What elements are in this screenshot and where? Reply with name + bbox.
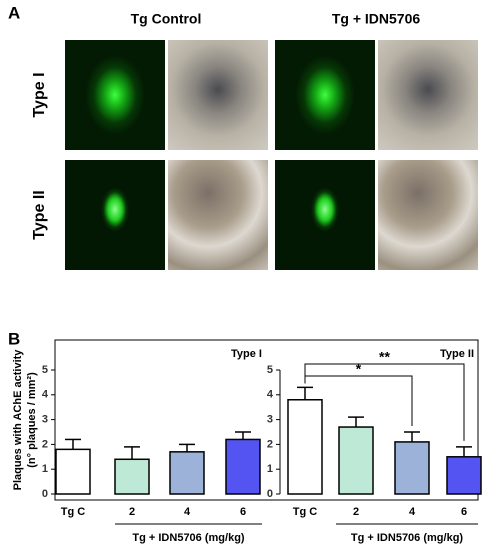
- x-tick-label: 2: [129, 506, 135, 518]
- bar: [338, 426, 374, 495]
- bar: [225, 438, 261, 495]
- column-label: Tg + IDN5706: [332, 11, 421, 27]
- micrograph: [378, 40, 478, 150]
- micrograph: [65, 40, 165, 150]
- panel-label: A: [8, 3, 20, 22]
- row-label: Type I: [31, 72, 48, 117]
- x-tick-label: 4: [184, 506, 191, 518]
- x-axis-label: Tg + IDN5706 (mg/kg): [351, 532, 464, 544]
- panel-label: B: [8, 329, 20, 348]
- bar: [114, 458, 150, 495]
- micrograph: [275, 40, 375, 150]
- y-tick-label: 1: [267, 463, 273, 475]
- x-tick-label: Tg C: [293, 506, 317, 518]
- y-tick-label: 0: [267, 488, 273, 500]
- column-label: Tg Control: [131, 11, 202, 27]
- x-tick-label: 4: [409, 506, 416, 518]
- chart-title: Type II: [440, 348, 474, 360]
- x-tick-label: 2: [353, 506, 359, 518]
- y-tick-label: 2: [42, 438, 48, 450]
- significance-label: *: [356, 361, 362, 377]
- x-axis-label: Tg + IDN5706 (mg/kg): [132, 532, 245, 544]
- micrograph: [65, 160, 165, 270]
- bar: [55, 448, 91, 495]
- bar: [287, 399, 323, 495]
- y-tick-label: 5: [42, 364, 48, 376]
- x-tick-label: 6: [461, 506, 467, 518]
- bar: [446, 456, 482, 495]
- y-axis-label: Plaques with AChE activity: [12, 349, 24, 491]
- y-tick-label: 0: [42, 488, 48, 500]
- bar: [169, 451, 205, 495]
- y-tick-label: 2: [267, 438, 273, 450]
- micrograph: [378, 160, 478, 270]
- micrograph: [275, 160, 375, 270]
- significance-bracket: [304, 363, 465, 441]
- micrograph: [168, 40, 268, 150]
- y-tick-label: 4: [42, 389, 49, 401]
- y-tick-label: 3: [267, 414, 273, 426]
- chart-title: Type I: [231, 348, 262, 360]
- x-tick-label: 6: [240, 506, 246, 518]
- y-tick-label: 1: [42, 463, 48, 475]
- y-tick-label: 4: [267, 389, 274, 401]
- y-axis-label: (n° plaques / mm²): [26, 372, 38, 468]
- x-tick-label: Tg C: [61, 506, 85, 518]
- significance-label: **: [379, 349, 390, 365]
- bar: [394, 441, 430, 495]
- y-tick-label: 5: [267, 364, 273, 376]
- micrograph: [168, 160, 268, 270]
- y-tick-label: 3: [42, 414, 48, 426]
- row-label: Type II: [31, 190, 48, 240]
